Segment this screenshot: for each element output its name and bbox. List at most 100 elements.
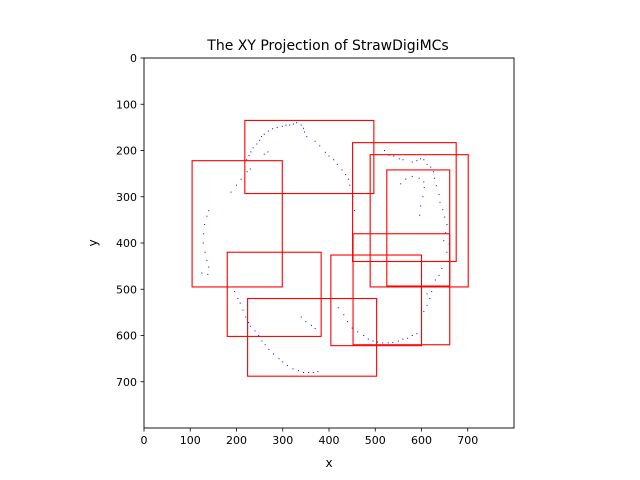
x-axis-label: x bbox=[325, 456, 332, 470]
y-tick-label: 200 bbox=[116, 145, 137, 158]
data-point bbox=[249, 325, 251, 327]
data-point bbox=[263, 153, 265, 155]
data-point bbox=[278, 358, 280, 360]
x-tick-label: 300 bbox=[272, 434, 293, 447]
data-point bbox=[267, 130, 269, 132]
data-point bbox=[303, 372, 305, 373]
data-point bbox=[268, 348, 270, 350]
data-point bbox=[240, 178, 242, 180]
data-point bbox=[201, 272, 203, 274]
data-point bbox=[202, 242, 204, 244]
data-point bbox=[407, 337, 409, 339]
data-point bbox=[239, 302, 241, 304]
data-point bbox=[208, 266, 210, 268]
data-point bbox=[367, 338, 369, 340]
data-point bbox=[426, 293, 428, 295]
data-point bbox=[272, 128, 274, 130]
data-point bbox=[236, 184, 237, 186]
data-point bbox=[405, 178, 407, 180]
data-point bbox=[261, 340, 263, 342]
data-point bbox=[300, 316, 302, 318]
data-point bbox=[258, 335, 260, 336]
data-point bbox=[263, 133, 265, 135]
data-point bbox=[392, 341, 394, 343]
data-point bbox=[353, 210, 355, 212]
x-ticks: 0 100 200 300 400 500 600 700 bbox=[141, 428, 478, 447]
data-point bbox=[423, 159, 425, 161]
data-point bbox=[300, 124, 302, 126]
data-point bbox=[324, 151, 326, 153]
data-point bbox=[441, 267, 443, 269]
data-point bbox=[438, 193, 440, 195]
data-point bbox=[398, 158, 400, 160]
data-point bbox=[248, 155, 250, 157]
data-point bbox=[444, 216, 446, 218]
data-point bbox=[245, 316, 247, 318]
data-point bbox=[264, 344, 266, 346]
data-point bbox=[433, 171, 435, 173]
data-point bbox=[384, 150, 385, 151]
data-point bbox=[319, 145, 321, 147]
data-point bbox=[433, 177, 435, 179]
data-point bbox=[246, 171, 248, 173]
data-point bbox=[256, 143, 258, 145]
x-tick-label: 100 bbox=[180, 434, 201, 447]
bounding-box bbox=[244, 119, 375, 195]
data-point bbox=[446, 251, 448, 253]
y-tick-label: 100 bbox=[116, 98, 137, 111]
data-point bbox=[351, 327, 353, 329]
data-point bbox=[248, 322, 250, 324]
data-point bbox=[411, 161, 413, 163]
data-point bbox=[306, 136, 308, 138]
x-tick-label: 400 bbox=[319, 434, 340, 447]
data-point bbox=[303, 127, 305, 129]
data-point bbox=[420, 158, 422, 160]
data-point bbox=[234, 291, 236, 293]
data-point bbox=[397, 340, 399, 342]
data-point bbox=[333, 159, 335, 161]
data-point bbox=[276, 126, 278, 128]
data-point bbox=[411, 175, 413, 177]
data-point bbox=[250, 151, 252, 153]
bounding-box bbox=[226, 251, 322, 337]
data-point bbox=[203, 233, 205, 235]
y-tick-label: 500 bbox=[116, 283, 137, 296]
data-point bbox=[422, 196, 424, 198]
y-ticks: 0 100 200 300 400 500 600 700 bbox=[116, 52, 144, 389]
data-point bbox=[314, 140, 316, 142]
data-point bbox=[312, 372, 314, 373]
data-point bbox=[341, 169, 343, 171]
data-point bbox=[443, 240, 445, 242]
y-axis-label: y bbox=[86, 239, 100, 246]
data-point bbox=[363, 335, 365, 336]
data-point bbox=[296, 122, 298, 124]
bounding-box bbox=[247, 297, 378, 377]
data-point bbox=[349, 184, 351, 186]
data-point bbox=[372, 340, 374, 342]
data-point bbox=[445, 232, 447, 234]
data-point bbox=[237, 298, 239, 299]
x-tick-label: 600 bbox=[411, 434, 432, 447]
data-point bbox=[442, 209, 444, 211]
bounding-box bbox=[369, 154, 469, 288]
data-point bbox=[292, 123, 294, 125]
data-point bbox=[411, 335, 413, 336]
y-tick-label: 300 bbox=[116, 191, 137, 204]
data-point bbox=[260, 136, 262, 138]
y-tick-label: 400 bbox=[116, 237, 137, 250]
x-tick-label: 500 bbox=[365, 434, 386, 447]
x-tick-label: 700 bbox=[457, 434, 478, 447]
data-point bbox=[423, 187, 425, 188]
x-tick-label: 200 bbox=[226, 434, 247, 447]
data-point bbox=[420, 205, 422, 207]
data-point bbox=[204, 224, 206, 225]
data-point bbox=[430, 166, 432, 168]
data-point bbox=[289, 124, 291, 126]
data-point bbox=[439, 201, 441, 203]
data-point bbox=[426, 163, 428, 165]
data-point bbox=[434, 279, 436, 281]
data-point bbox=[357, 331, 359, 333]
data-point bbox=[314, 328, 316, 330]
data-point bbox=[387, 342, 389, 344]
